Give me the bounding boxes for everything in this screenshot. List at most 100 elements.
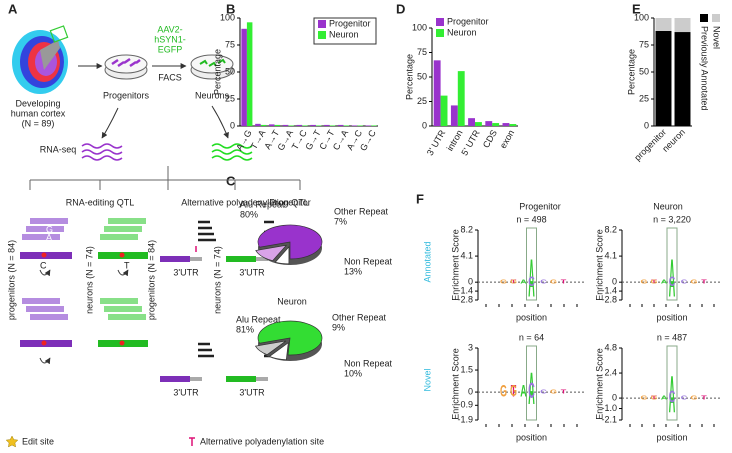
logo-letter: G <box>650 394 657 401</box>
reads-stack <box>100 218 146 320</box>
label: (N = 89) <box>22 118 55 128</box>
column-title: Progenitor <box>519 201 561 211</box>
bar <box>457 71 465 126</box>
y-tick-label: -1.4 <box>457 285 473 295</box>
utr-label: 3'UTR <box>239 267 265 277</box>
cells <box>111 57 141 68</box>
slice-label: Alu Repeat <box>240 199 285 209</box>
reads-stack <box>22 218 68 320</box>
y-tick-label: -2.8 <box>457 294 473 304</box>
slice-value: 80% <box>240 209 258 219</box>
y-axis-title: Enrichment Score <box>450 348 460 420</box>
cortex-slice <box>40 40 60 70</box>
x-axis-title: position <box>656 312 687 322</box>
x-axis-title: position <box>516 312 547 322</box>
label: Neurons <box>195 90 230 100</box>
arrow <box>101 107 119 139</box>
bar <box>246 22 253 126</box>
label: Developing <box>15 98 60 108</box>
logo-letter: A <box>669 364 676 423</box>
y-tick-label: 50 <box>225 66 235 76</box>
label: human cortex <box>11 108 66 118</box>
pie-slice <box>274 245 290 265</box>
bar <box>502 123 510 126</box>
bar <box>365 125 372 126</box>
y-axis-title: Percentage <box>212 49 222 95</box>
x-axis-title: position <box>656 432 687 442</box>
y-tick-label: 0 <box>468 386 473 396</box>
logo-letter: G <box>550 388 557 395</box>
logo-letter: A <box>520 382 527 401</box>
arrow <box>117 269 129 277</box>
bar <box>260 124 267 126</box>
logo-letter: A <box>661 278 668 285</box>
label: RNA-editing QTL <box>66 197 135 207</box>
y-tick-label: -2.8 <box>601 294 617 304</box>
x-tick-label: exon <box>498 128 516 150</box>
y-tick-label: 0 <box>468 277 473 287</box>
y-tick-label: 75 <box>639 39 649 49</box>
base: G <box>46 224 53 234</box>
y-axis-title: Enrichment Score <box>594 348 604 420</box>
logo-letter: G <box>640 278 647 285</box>
bar <box>440 95 448 126</box>
column-title: Neuron <box>653 201 683 211</box>
base: C <box>40 260 47 270</box>
bar <box>274 124 281 126</box>
pie-slice <box>268 341 289 361</box>
bar-segment <box>655 18 672 31</box>
y-tick-label: 4.8 <box>604 342 617 352</box>
panel-a: Developing human cortex (N = 89) Progeni… <box>5 24 324 448</box>
y-tick-label: 0 <box>612 277 617 287</box>
slice-value: 10% <box>344 368 362 378</box>
y-tick-label: 25 <box>417 96 427 106</box>
logo-letter: G <box>510 278 517 285</box>
legend-swatch <box>318 20 326 28</box>
logo-letter: A <box>661 394 668 401</box>
y-tick-label: 1.5 <box>460 364 473 374</box>
legend-label: Alternative polyadenylation site <box>200 436 324 446</box>
logo-letter: C <box>528 378 534 403</box>
slice-label: Alu Repeat <box>236 314 281 324</box>
logo-letter: G <box>650 278 657 285</box>
bar <box>302 125 308 126</box>
slice-value: 7% <box>334 216 347 226</box>
logo-letter: G <box>690 278 697 285</box>
y-axis-title: Percentage <box>626 49 636 95</box>
bar-segment <box>674 18 691 33</box>
label: EGFP <box>158 44 183 54</box>
logo-letter: T <box>511 382 517 401</box>
highlight <box>666 345 678 421</box>
y-axis-title: Enrichment Score <box>450 229 460 301</box>
bar <box>315 125 322 126</box>
plot-title: n = 3,220 <box>653 214 691 224</box>
reads <box>81 143 123 161</box>
slice-label: Other Repeat <box>332 312 387 322</box>
pie-slice <box>257 224 323 260</box>
x-tick-label: CDS <box>481 128 499 149</box>
apa-site-icon <box>189 437 195 446</box>
panel-label: A <box>8 1 18 16</box>
slice-label: Non Repeat <box>344 256 393 266</box>
y-tick-label: 100 <box>220 12 235 22</box>
y-tick-label: 2.4 <box>604 367 617 377</box>
edit <box>41 340 47 346</box>
bar <box>343 125 350 126</box>
bar-segment <box>655 30 672 126</box>
logo-letter: C <box>681 278 688 285</box>
y-tick-label: 8.2 <box>460 224 473 234</box>
legend-swatch <box>712 14 720 22</box>
edit <box>41 252 47 258</box>
bar <box>450 105 458 126</box>
pie-slice <box>255 244 288 262</box>
panel-label: B <box>226 1 235 16</box>
pie-title: Progenitor <box>269 197 311 207</box>
bar <box>324 124 330 126</box>
base: A <box>46 232 52 242</box>
bar <box>351 125 358 126</box>
legend-label: Progenitor <box>447 16 489 26</box>
dissection-box <box>49 25 69 43</box>
legend-swatch <box>436 29 444 37</box>
group-label: neurons (N = 74) <box>84 246 94 314</box>
arrow <box>211 105 229 139</box>
